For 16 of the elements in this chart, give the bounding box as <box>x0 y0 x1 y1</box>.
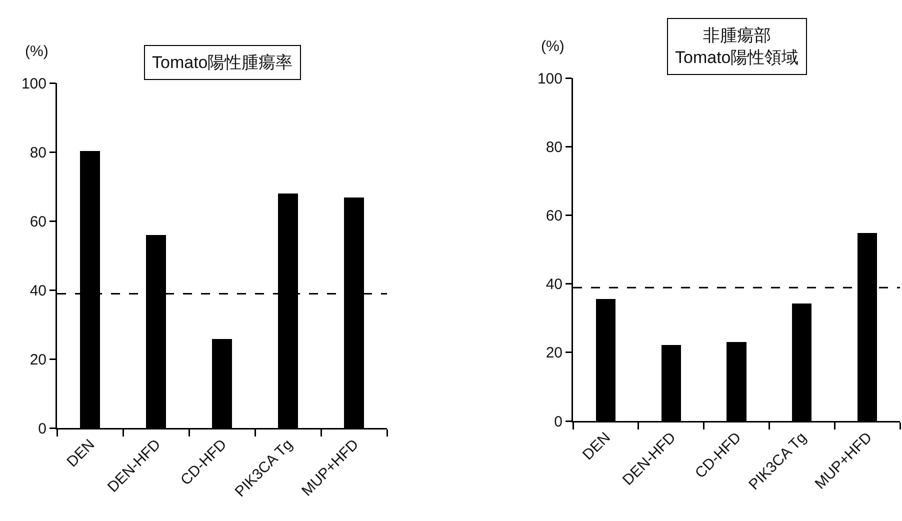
y-tick-label: 20 <box>546 344 562 362</box>
y-axis-title: (%) <box>25 43 48 60</box>
y-tick-label: 60 <box>30 213 46 230</box>
y-tick-label: 80 <box>546 138 562 156</box>
chart-title: Tomato陽性腫瘍率 <box>152 53 293 72</box>
y-tick-label: 100 <box>537 70 562 88</box>
y-tick-label: 80 <box>30 144 46 162</box>
chart-title: 非腫瘍部 Tomato陽性領域 <box>675 26 799 68</box>
y-tick-label: 100 <box>21 75 46 92</box>
y-tick-label: 0 <box>554 413 562 430</box>
y-axis-title: (%) <box>541 38 564 55</box>
y-tick-label: 40 <box>546 276 562 294</box>
y-tick-label: 0 <box>38 420 46 438</box>
y-tick-label: 60 <box>546 207 562 224</box>
y-tick-label: 20 <box>30 351 46 368</box>
y-tick-label: 40 <box>30 282 46 300</box>
